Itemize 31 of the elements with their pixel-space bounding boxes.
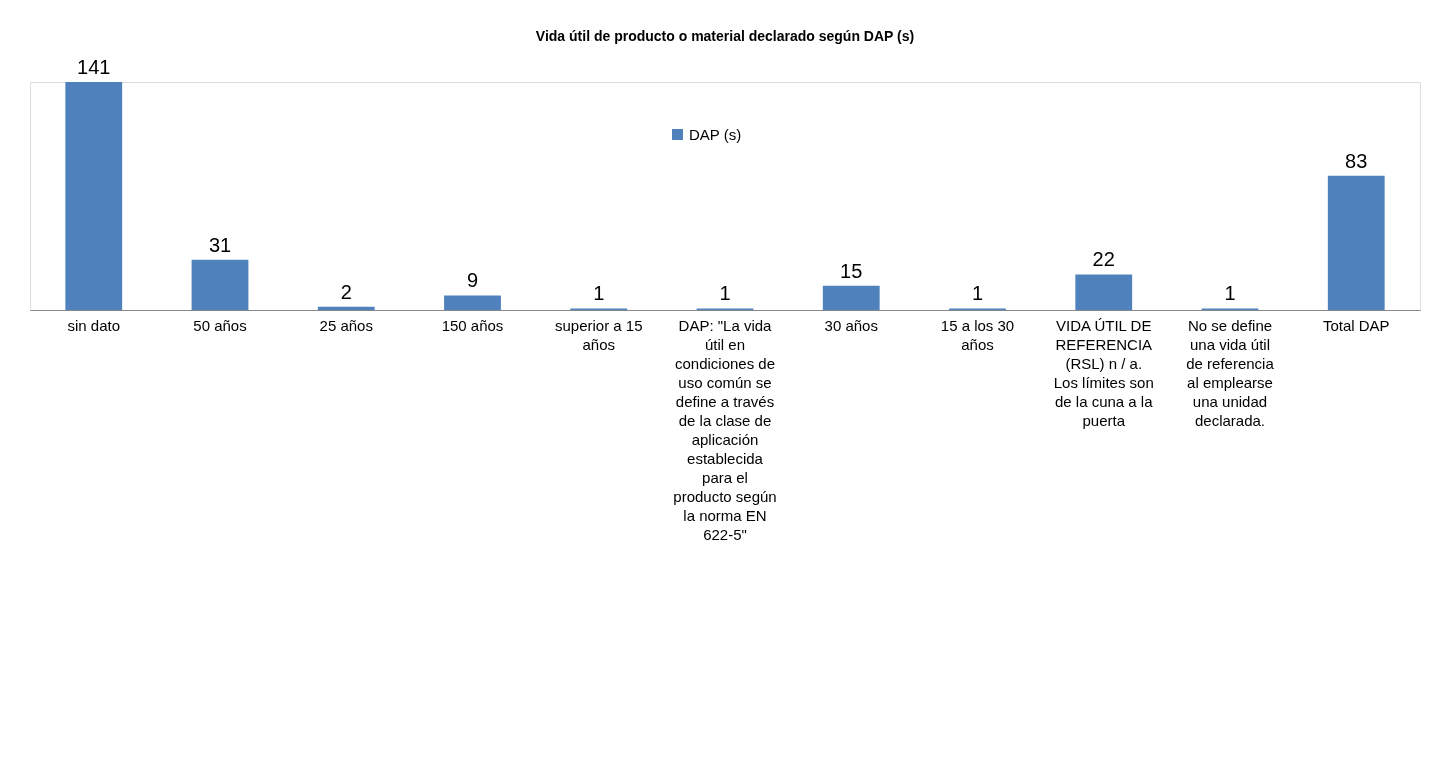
bar [65,82,123,310]
bar [191,259,249,310]
bar [444,295,501,310]
x-tick-label: 30 años [824,316,878,334]
data-label: 1 [719,282,731,305]
x-tick-label: 15 a los 30 años [940,316,1015,353]
data-label: 141 [77,56,111,78]
data-label: 31 [208,233,232,256]
data-label: 1 [1224,282,1236,305]
x-tick-label: 150 años [441,316,504,334]
data-label: 15 [840,259,863,282]
x-tick-label: Total DAP [1322,316,1390,334]
x-tick-label: superior a 15 años [554,316,643,353]
bar [822,285,880,310]
chart-title: Vida útil de producto o material declarado según DAP (s) [535,28,915,44]
bar [1327,175,1385,310]
category-label: DAP: "La vida útil en condiciones de uso común se define a través de la clase de aplicación establecida para el producto según la norma EN 622-5" [673,316,777,543]
bar [317,306,375,310]
legend-label: DAP (s) [689,125,742,143]
data-label: 22 [1092,248,1115,271]
x-tick-label: No se define una vida útil de referencia al emplearse una unidad declarada. [1186,316,1275,429]
data-label: 9 [466,269,479,292]
x-tick-label: sin dato [67,316,121,334]
data-label: 83 [1345,149,1368,172]
data-label: 2 [340,280,352,303]
x-tick-label: VIDA ÚTIL DE REFERENCIA (RSL) n / a. Los límites son de la cuna a la puerta [1053,316,1154,429]
bar [1075,274,1133,310]
data-label: 1 [971,282,984,305]
data-label: 1 [593,282,605,305]
x-tick-label: 25 años [319,316,373,334]
x-tick-label: 50 años [193,316,247,334]
